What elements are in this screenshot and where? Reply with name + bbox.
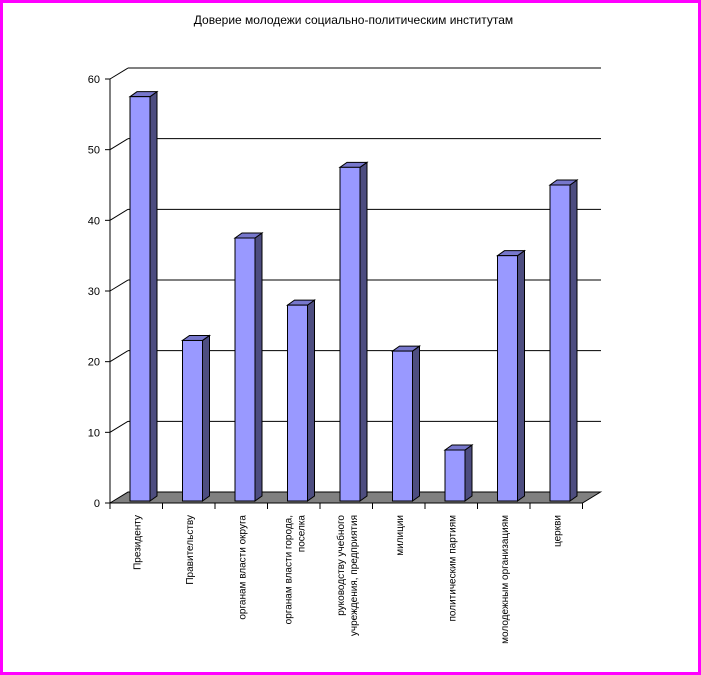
gridline-connector	[109, 350, 129, 363]
bar-side	[412, 345, 420, 502]
bar-side	[307, 299, 315, 502]
bars	[128, 90, 579, 502]
y-tick-label: 40	[88, 215, 100, 227]
bar	[180, 334, 212, 502]
bar	[495, 249, 527, 502]
bar-side	[569, 179, 578, 502]
bar-side	[464, 444, 473, 502]
chart-title: Доверие молодежи социально-политическим …	[193, 13, 514, 27]
bar-front	[287, 304, 308, 502]
bar	[233, 232, 264, 502]
bar-front	[182, 339, 203, 502]
y-tick-label: 30	[88, 286, 100, 298]
bar-front	[129, 96, 151, 502]
bar	[390, 345, 422, 502]
y-tick-label: 10	[88, 427, 100, 439]
bar-side	[202, 334, 210, 502]
bar-front	[234, 237, 256, 502]
x-tick-label: органам власти округа	[237, 515, 248, 620]
x-tick-label: руководству учебного	[335, 515, 347, 616]
bar	[285, 299, 317, 502]
bar	[338, 161, 369, 502]
x-tick-label: органам власти города,	[283, 515, 294, 624]
bar	[443, 444, 474, 502]
bar-front	[497, 255, 518, 502]
bar-front	[339, 166, 361, 502]
gridline-connector	[109, 420, 129, 433]
x-tick-label: поселка	[296, 515, 307, 553]
x-tick-label: милиции	[395, 515, 406, 556]
y-tick-label: 60	[88, 74, 100, 86]
bar-side	[359, 161, 368, 502]
x-tick-label: церкви	[552, 515, 563, 547]
x-tick-label: молодежным организациям	[500, 515, 511, 644]
bar-side	[517, 249, 525, 502]
x-tick-label: Правительству	[185, 515, 196, 585]
y-tick-label: 20	[88, 357, 100, 369]
y-axis: 0 10 20 30 40 50 60	[88, 74, 111, 510]
gridline-connector	[109, 67, 129, 80]
bar-front	[392, 350, 413, 502]
bar	[128, 90, 159, 502]
x-tick-label: Президенту	[132, 515, 143, 570]
y-tick-label: 50	[88, 145, 100, 157]
bar	[548, 179, 579, 502]
x-tick-label: учреждения, предприятия	[349, 515, 360, 636]
gridline-connector	[109, 138, 129, 151]
x-tick-label: политическим партиям	[447, 515, 458, 622]
bar-side	[254, 232, 263, 502]
gridline-connector	[109, 208, 129, 221]
bar-front	[444, 449, 466, 502]
gridline-connector	[109, 279, 129, 292]
y-tick-label: 0	[94, 498, 100, 510]
bar-front	[549, 184, 571, 502]
bar-side	[149, 90, 158, 502]
x-axis-labels: Президенту Правительству органам власти ок…	[109, 503, 583, 644]
